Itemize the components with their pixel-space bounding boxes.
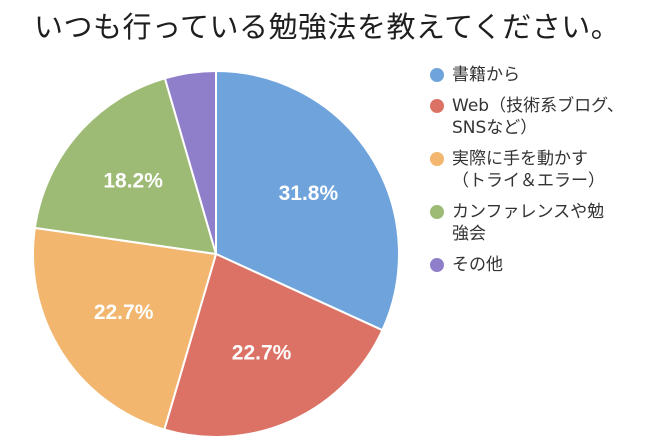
legend-label: 書籍から	[452, 65, 520, 85]
legend-item-5: その他	[430, 254, 655, 276]
chart-title: いつも行っている勉強法を教えてください。	[34, 10, 621, 44]
legend-swatch	[430, 99, 444, 113]
pie-slice-2-label: 22.7%	[232, 341, 292, 364]
legend-item-3: 実際に手を動かす （トライ＆エラー）	[430, 148, 655, 192]
legend-label: Web（技術系ブログ、 SNSなど）	[452, 96, 624, 138]
legend-item-4: カンファレンスや勉 強会	[430, 201, 655, 245]
legend-item-1: 書籍から	[430, 64, 655, 86]
pie-slice-4-label: 18.2%	[103, 170, 163, 193]
pie-slice-4	[33, 77, 218, 256]
pie-slice-1-label: 31.8%	[279, 182, 339, 205]
legend-label: 実際に手を動かす （トライ＆エラー）	[452, 149, 605, 191]
pie-slice-3	[32, 226, 218, 431]
legend-swatch	[430, 68, 444, 82]
pie-slice-2	[163, 252, 384, 438]
chart-legend: 書籍から Web（技術系ブログ、 SNSなど） 実際に手を動かす （トライ＆エラー）…	[430, 64, 655, 285]
legend-swatch	[430, 258, 444, 272]
pie-slice-5	[163, 69, 217, 255]
legend-label: その他	[452, 255, 503, 275]
pie-slice-1	[215, 69, 400, 332]
legend-swatch	[430, 152, 444, 166]
legend-label: カンファレンスや勉 強会	[452, 202, 605, 244]
legend-item-2: Web（技術系ブログ、 SNSなど）	[430, 95, 655, 139]
pie-slice-3-label: 22.7%	[94, 301, 154, 324]
pie-chart: 31.8% 22.7% 22.7% 18.2%	[32, 69, 400, 438]
legend-swatch	[430, 205, 444, 219]
